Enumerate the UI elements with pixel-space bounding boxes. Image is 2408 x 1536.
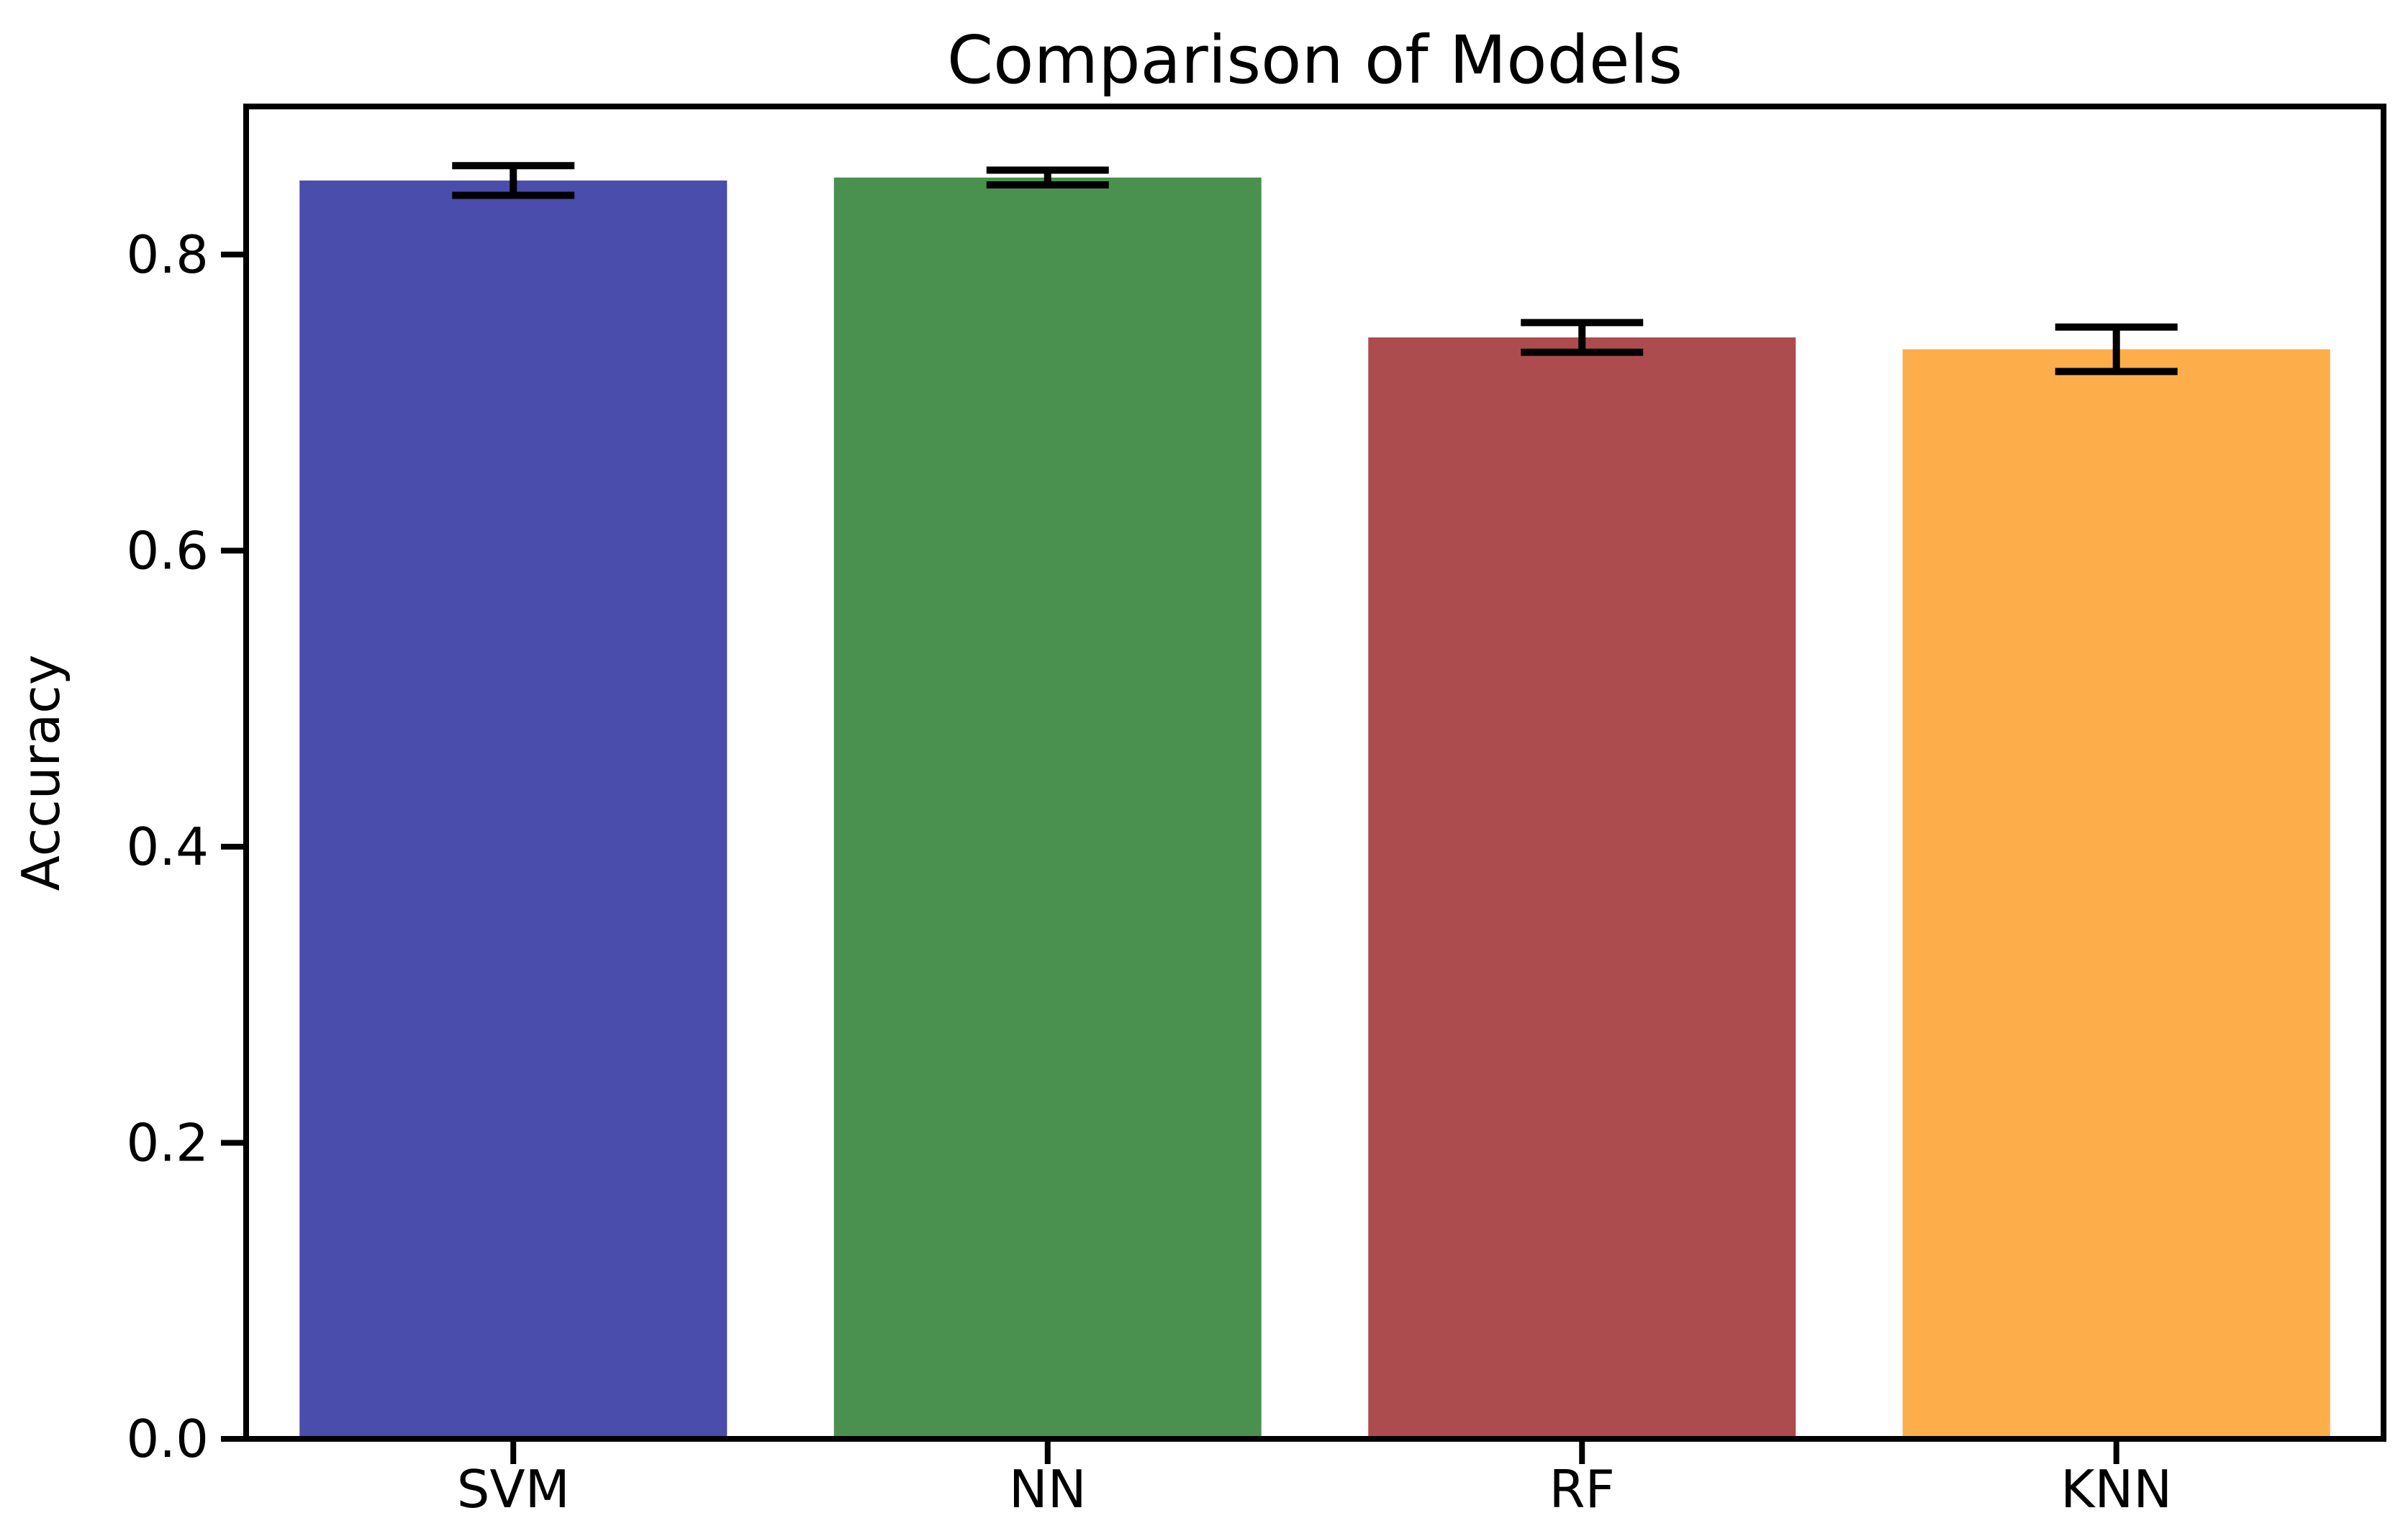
bar-rf xyxy=(1368,337,1796,1440)
y-tick-label-0.8: 0.8 xyxy=(126,224,209,285)
plot-area-box xyxy=(243,104,2386,1442)
error-bars-layer xyxy=(452,162,2178,376)
x-tick-label-svm: SVM xyxy=(457,1459,570,1519)
x-tick-label-rf: RF xyxy=(1549,1459,1615,1519)
x-tick-label-knn: KNN xyxy=(2060,1459,2172,1519)
error-bar-nn xyxy=(986,166,1109,189)
bars-layer xyxy=(299,177,2330,1440)
error-bar-rf xyxy=(1521,319,1644,356)
bar-knn xyxy=(1902,349,2330,1439)
error-bar-knn xyxy=(2055,323,2178,376)
x-tick-label-nn: NN xyxy=(1009,1459,1087,1519)
y-tick-label-0.6: 0.6 xyxy=(126,520,209,581)
axes-layer: SVM NN RF KNN 0.0 0.2 0.4 0.6 0.8 xyxy=(126,104,2386,1519)
y-axis-label: Accuracy xyxy=(11,655,71,891)
error-bar-svm xyxy=(452,162,575,199)
y-tick-label-0.4: 0.4 xyxy=(126,817,209,877)
y-tick-label-0.2: 0.2 xyxy=(126,1112,209,1173)
y-tick-label-0.0: 0.0 xyxy=(126,1409,209,1469)
chart-title: Comparison of Models xyxy=(947,22,1683,99)
bar-nn xyxy=(833,177,1262,1440)
bar-svm xyxy=(299,180,728,1439)
